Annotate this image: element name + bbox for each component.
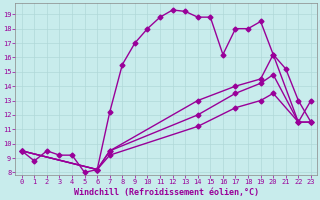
X-axis label: Windchill (Refroidissement éolien,°C): Windchill (Refroidissement éolien,°C) [74, 188, 259, 197]
